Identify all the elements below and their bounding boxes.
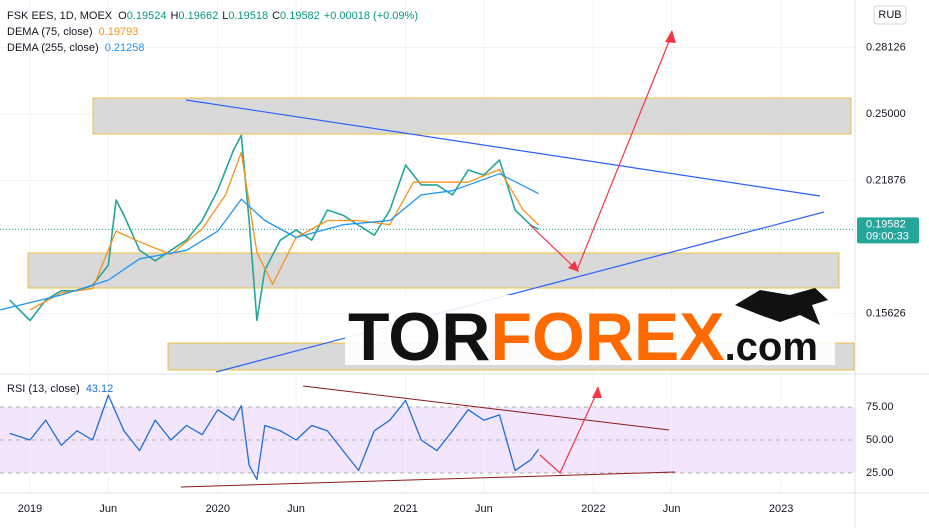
arrow-head xyxy=(592,386,602,398)
x-tick-label: Jun xyxy=(663,503,681,515)
series-line xyxy=(29,151,540,311)
logo-bull xyxy=(735,288,828,325)
currency-box xyxy=(873,5,907,25)
y-tick-label: 75.00 xyxy=(866,401,894,413)
y-tick-label: 50.00 xyxy=(866,434,894,446)
legend-dema255: DEMA (255, close) 0.21258 xyxy=(7,42,144,54)
x-tick-label: Jun xyxy=(475,503,493,515)
support-zone xyxy=(27,252,840,289)
x-tick-label: 2022 xyxy=(581,503,605,515)
arrow-head xyxy=(568,261,579,272)
x-tick-label: 2023 xyxy=(769,503,793,515)
watermark: TORFOREX.com xyxy=(348,299,818,375)
trendline xyxy=(185,99,821,197)
legend-dema75: DEMA (75, close) 0.19793 xyxy=(7,26,138,38)
legend-rsi: RSI (13, close) 43.12 xyxy=(7,383,113,395)
rsi-trendline xyxy=(180,471,676,488)
y-tick-label: 0.21876 xyxy=(866,174,906,186)
price-tag-countdown: 09:00:33 xyxy=(866,230,909,242)
y-tick-label: 0.15626 xyxy=(866,307,906,319)
series-line xyxy=(9,394,540,481)
y-tick-label: 25.00 xyxy=(866,467,894,479)
price-tag xyxy=(857,217,919,244)
header: FSK EES, 1D, MOEX O0.19524 H0.19662 L0.1951… xyxy=(7,10,418,22)
price-tag-value: 0.19582 xyxy=(866,218,906,230)
trendline xyxy=(215,211,825,373)
series-line xyxy=(0,173,539,311)
x-tick-label: Jun xyxy=(287,503,305,515)
forecast-arrow xyxy=(539,389,599,474)
x-tick-label: 2021 xyxy=(393,503,417,515)
x-tick-label: 2019 xyxy=(18,503,42,515)
arrow-head xyxy=(665,30,676,43)
y-tick-label: 0.25000 xyxy=(866,108,906,120)
series-layer xyxy=(0,134,855,481)
x-tick-label: 2020 xyxy=(206,503,230,515)
resistance-zone xyxy=(92,97,852,135)
y-tick-label: 0.28126 xyxy=(866,41,906,53)
rsi-trendline xyxy=(302,385,670,431)
currency: RUB xyxy=(878,9,901,21)
series-line xyxy=(9,134,539,322)
x-tick-label: Jun xyxy=(99,503,117,515)
